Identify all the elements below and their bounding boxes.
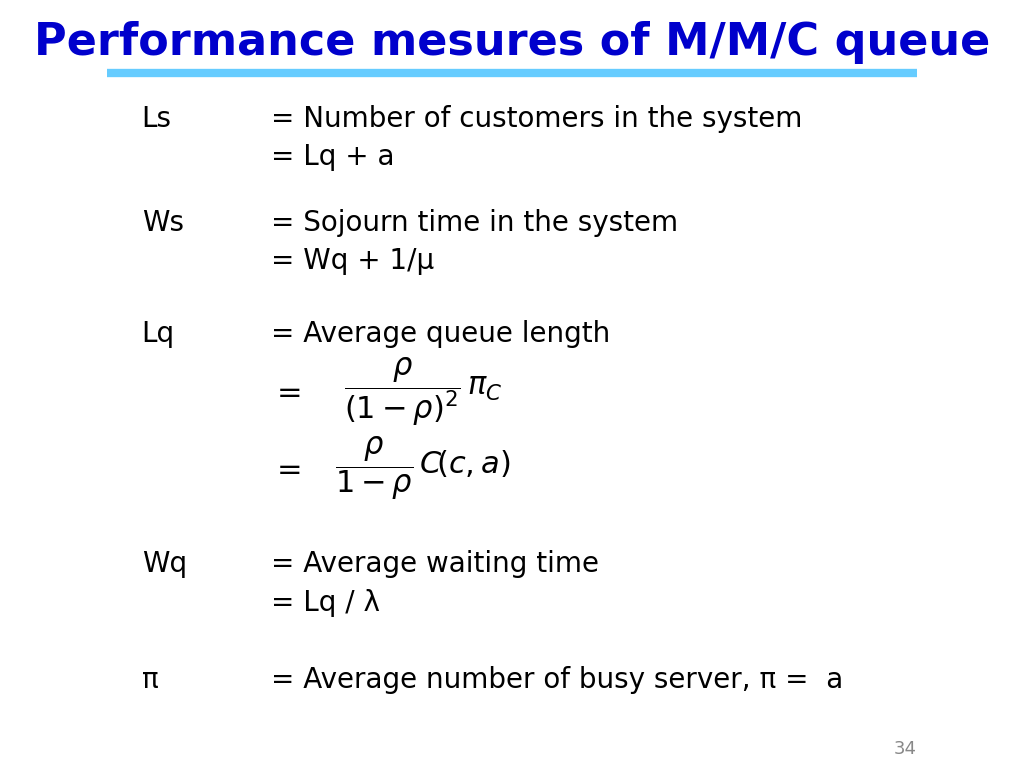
Text: $\dfrac{\rho}{(1-\rho)^{2}}\,\pi_{C}$: $\dfrac{\rho}{(1-\rho)^{2}}\,\pi_{C}$	[344, 356, 503, 428]
Text: π: π	[141, 666, 159, 694]
Text: $=$: $=$	[270, 377, 301, 406]
Text: 34: 34	[894, 740, 916, 758]
Text: = Average waiting time: = Average waiting time	[270, 551, 599, 578]
Text: Wq: Wq	[141, 551, 186, 578]
Text: Performance mesures of M/M/C queue: Performance mesures of M/M/C queue	[34, 21, 990, 64]
Text: Lq: Lq	[141, 320, 175, 348]
Text: Ws: Ws	[141, 209, 183, 237]
Text: = Wq + 1/μ: = Wq + 1/μ	[270, 247, 434, 275]
Text: $\dfrac{\rho}{1-\rho}\,C\!\left(c,a\right)$: $\dfrac{\rho}{1-\rho}\,C\!\left(c,a\righ…	[336, 435, 511, 502]
Text: $=$: $=$	[270, 454, 301, 483]
Text: = Number of customers in the system: = Number of customers in the system	[270, 105, 802, 133]
Text: Ls: Ls	[141, 105, 172, 133]
Text: = Average number of busy server, π =  a: = Average number of busy server, π = a	[270, 666, 843, 694]
Text: = Sojourn time in the system: = Sojourn time in the system	[270, 209, 678, 237]
Text: = Lq + a: = Lq + a	[270, 144, 394, 171]
Text: = Average queue length: = Average queue length	[270, 320, 610, 348]
Text: = Lq / λ: = Lq / λ	[270, 589, 380, 617]
